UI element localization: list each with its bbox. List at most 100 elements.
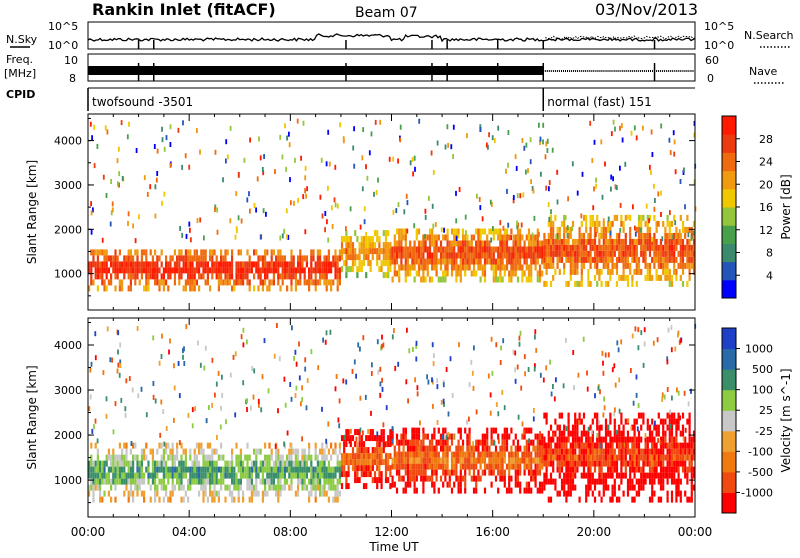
velocity-echo-cell: [184, 472, 187, 479]
power-echo-cell: [191, 279, 194, 286]
power-echo-cell: [420, 264, 423, 271]
power-echo-cell: [220, 279, 223, 286]
power-echo-cell: [457, 252, 460, 259]
power-echo-cell: [191, 267, 194, 274]
velocity-echo-cell: [314, 490, 317, 497]
velocity-echo-cell: [193, 466, 196, 473]
velocity-scatter-cell: [604, 352, 607, 358]
velocity-echo-cell: [637, 478, 641, 485]
power-echo-cell: [547, 250, 550, 257]
power-echo-cell: [629, 268, 632, 275]
velocity-echo-cell: [345, 471, 348, 478]
velocity-echo-cell: [391, 475, 394, 482]
power-scatter-cell: [490, 237, 493, 243]
velocity-echo-cell: [600, 436, 603, 443]
power-echo-cell: [435, 240, 438, 247]
velocity-echo-cell: [345, 453, 348, 460]
velocity-echo-cell: [365, 465, 368, 472]
power-scatter-cell: [352, 145, 355, 151]
velocity-echo-cell: [530, 487, 533, 494]
velocity-echo-cell: [369, 453, 372, 460]
velocity-echo-cell: [567, 466, 570, 473]
velocity-echo-cell: [475, 481, 478, 488]
power-echo-cell: [499, 252, 502, 259]
power-echo-cell: [409, 246, 412, 253]
power-echo-cell: [516, 246, 520, 253]
power-echo-cell: [369, 266, 372, 273]
velocity-echo-cell: [332, 496, 335, 503]
velocity-scatter-cell: [445, 367, 448, 372]
power-scatter-cell: [365, 164, 367, 170]
velocity-echo-cell: [279, 454, 282, 461]
velocity-scatter-cell: [178, 440, 181, 446]
velocity-echo-cell: [268, 472, 271, 479]
velocity-echo-cell: [490, 457, 493, 464]
velocity-echo-cell: [371, 447, 374, 454]
power-echo-cell: [679, 244, 682, 251]
power-echo-cell: [681, 262, 685, 269]
power-echo-cell: [426, 252, 429, 259]
power-echo-cell: [384, 230, 388, 237]
power-echo-cell: [149, 273, 152, 280]
power-echo-cell: [510, 276, 513, 283]
power-echo-cell: [635, 262, 638, 269]
velocity-scatter-cell: [451, 392, 454, 398]
velocity-scatter-cell: [405, 429, 407, 435]
power-echo-cell: [281, 273, 284, 280]
power-echo-cell: [677, 232, 680, 239]
velocity-scatter-cell: [301, 436, 303, 442]
power-echo-cell: [362, 242, 366, 249]
velocity-echo-cell: [314, 466, 317, 473]
velocity-echo-cell: [184, 454, 187, 461]
velocity-echo-cell: [615, 496, 619, 503]
power-echo-cell: [187, 273, 190, 280]
power-scatter-cell: [548, 180, 551, 186]
power-scatter-cell: [455, 235, 458, 241]
power-echo-cell: [96, 267, 99, 274]
velocity-echo-cell: [389, 441, 392, 448]
power-scatter-cell: [634, 225, 636, 231]
power-echo-cell: [299, 255, 302, 262]
power-echo-cell: [268, 261, 271, 268]
power-echo-cell: [393, 258, 396, 265]
velocity-echo-cell: [220, 442, 223, 449]
velocity-scatter-cell: [431, 377, 433, 383]
velocity-echo-cell: [176, 448, 179, 455]
power-echo-cell: [457, 240, 460, 247]
velocity-echo-cell: [310, 484, 313, 491]
power-echo-cell: [497, 252, 500, 259]
velocity-echo-cell: [620, 466, 623, 473]
power-scatter-cell: [286, 135, 288, 141]
velocity-echo-cell: [692, 430, 696, 437]
power-echo-cell: [505, 228, 509, 235]
velocity-echo-cell: [140, 454, 143, 461]
power-echo-cell: [472, 234, 476, 241]
velocity-echo-cell: [373, 453, 377, 460]
power-echo-cell: [576, 268, 579, 275]
power-scatter-cell: [564, 215, 567, 221]
power-echo-cell: [558, 268, 561, 275]
velocity-echo-cell: [692, 448, 696, 455]
power-echo-cell: [543, 232, 546, 239]
velocity-scatter-cell: [690, 388, 692, 394]
power-echo-cell: [527, 228, 531, 235]
velocity-echo-cell: [622, 436, 625, 443]
velocity-echo-cell: [215, 490, 218, 497]
velocity-echo-cell: [483, 457, 487, 464]
velocity-echo-cell: [332, 478, 335, 485]
velocity-scatter-cell: [500, 345, 502, 351]
power-echo-cell: [620, 250, 623, 257]
velocity-echo-cell: [651, 448, 654, 455]
power-echo-cell: [622, 226, 625, 233]
velocity-scatter-cell: [94, 331, 97, 337]
power-echo-cell: [609, 274, 612, 281]
velocity-echo-cell: [270, 454, 273, 461]
velocity-echo-cell: [525, 457, 528, 464]
power-echo-cell: [483, 276, 487, 283]
power-echo-cell: [510, 252, 513, 259]
power-scatter-cell: [392, 209, 395, 215]
power-echo-cell: [554, 238, 557, 245]
power-echo-cell: [428, 228, 432, 235]
velocity-echo-cell: [611, 490, 614, 497]
velocity-echo-cell: [659, 454, 663, 461]
